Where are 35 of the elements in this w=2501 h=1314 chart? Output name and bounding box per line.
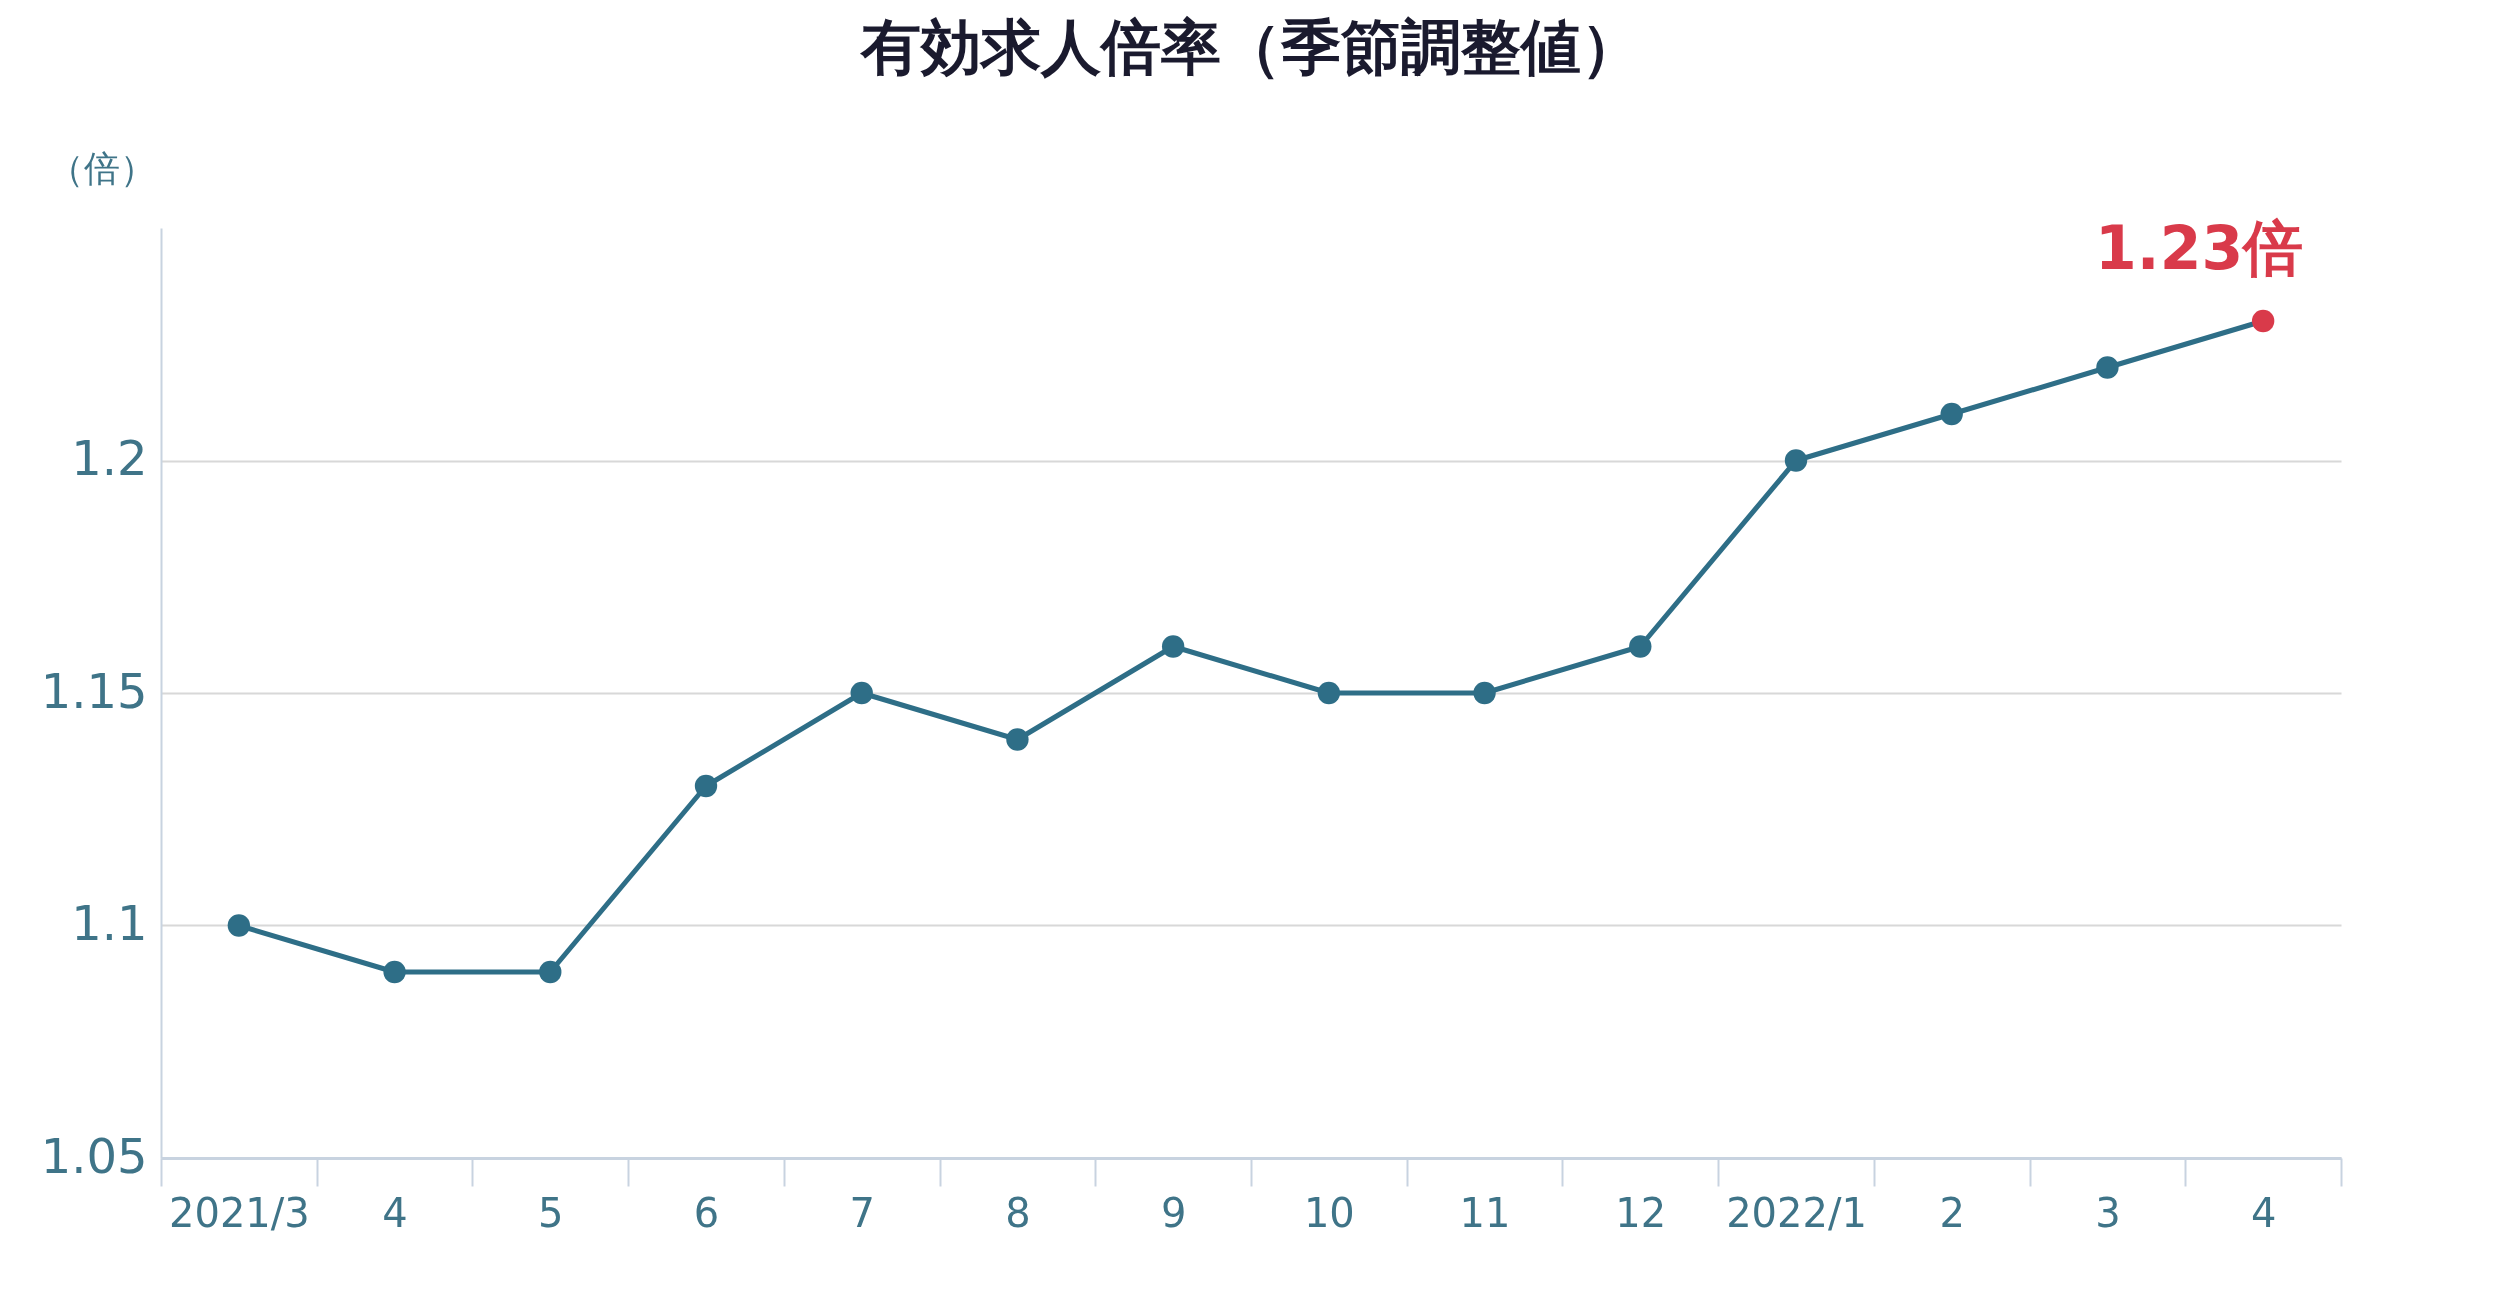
y-axis-title: （倍） (47, 147, 156, 189)
x-tick-label: 3 (2095, 1189, 2121, 1236)
y-tick-label: 1.15 (40, 662, 148, 719)
data-label: 1.23倍 (2095, 213, 2304, 283)
y-tick-label: 1.2 (71, 430, 148, 486)
x-tick-label: 2022/1 (1726, 1189, 1867, 1236)
x-tick-label: 10 (1303, 1189, 1355, 1236)
point (1317, 681, 1341, 705)
point (1629, 635, 1652, 658)
x-tick-label: 2 (1939, 1189, 1965, 1236)
point (1006, 728, 1029, 751)
y-tick-label: 1.1 (71, 895, 148, 951)
x-tick-label: 4 (382, 1189, 408, 1236)
x-tick-label: 6 (693, 1189, 720, 1236)
x-tick-label: 12 (1615, 1189, 1667, 1236)
point (1784, 449, 1808, 472)
x-tick-label: 2021/3 (168, 1189, 310, 1236)
point (1940, 402, 1963, 426)
chart-title: 有効求人倍率（季節調整値） (859, 12, 1641, 82)
point (1473, 681, 1496, 705)
x-tick-label: 5 (538, 1189, 564, 1236)
point (850, 681, 873, 705)
point (227, 914, 251, 937)
point (539, 960, 562, 984)
x-tick-label: 7 (849, 1189, 875, 1236)
point (2096, 356, 2119, 379)
point (694, 774, 718, 798)
point (383, 960, 406, 984)
y-tick-label: 1.05 (40, 1127, 148, 1184)
x-tick-label: 8 (1005, 1189, 1031, 1236)
x-tick-label: 4 (2250, 1189, 2277, 1236)
x-tick-label: 9 (1160, 1189, 1187, 1236)
x-tick-label: 11 (1459, 1189, 1511, 1236)
point (1161, 635, 1185, 658)
point (2251, 309, 2275, 333)
